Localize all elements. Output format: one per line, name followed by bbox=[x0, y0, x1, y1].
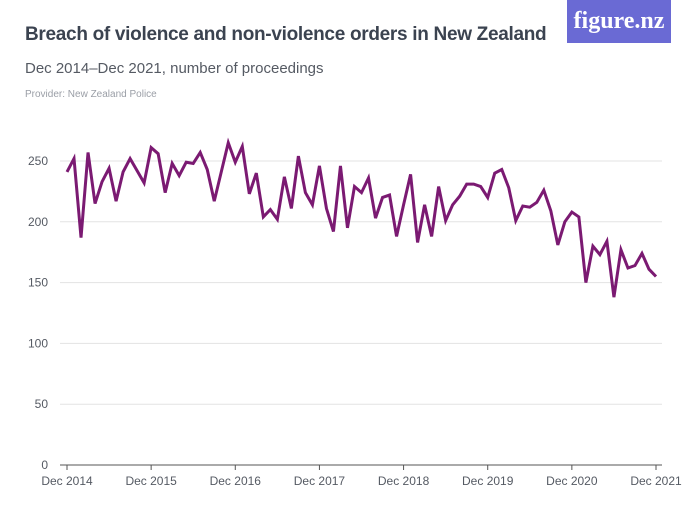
x-tick-label: Dec 2014 bbox=[41, 474, 93, 488]
x-tick-label: Dec 2019 bbox=[462, 474, 514, 488]
figure-nz-logo[interactable]: figure.nz bbox=[567, 0, 671, 43]
y-tick-label: 50 bbox=[35, 397, 49, 411]
x-tick-label: Dec 2021 bbox=[630, 474, 682, 488]
y-tick-label: 200 bbox=[28, 215, 48, 229]
x-tick-label: Dec 2018 bbox=[378, 474, 430, 488]
y-tick-label: 100 bbox=[28, 336, 48, 350]
series-line bbox=[65, 137, 658, 298]
y-tick-label: 250 bbox=[28, 154, 48, 168]
x-tick-label: Dec 2015 bbox=[125, 474, 177, 488]
x-tick-label: Dec 2020 bbox=[546, 474, 598, 488]
provider-text: Provider: New Zealand Police bbox=[25, 89, 157, 100]
y-tick-label: 150 bbox=[28, 276, 48, 290]
x-tick-label: Dec 2016 bbox=[210, 474, 262, 488]
chart-title: Breach of violence and non-violence orde… bbox=[25, 24, 547, 45]
chart-subtitle: Dec 2014–Dec 2021, number of proceedings bbox=[25, 60, 324, 77]
x-tick-label: Dec 2017 bbox=[294, 474, 346, 488]
y-tick-label: 0 bbox=[41, 458, 48, 472]
